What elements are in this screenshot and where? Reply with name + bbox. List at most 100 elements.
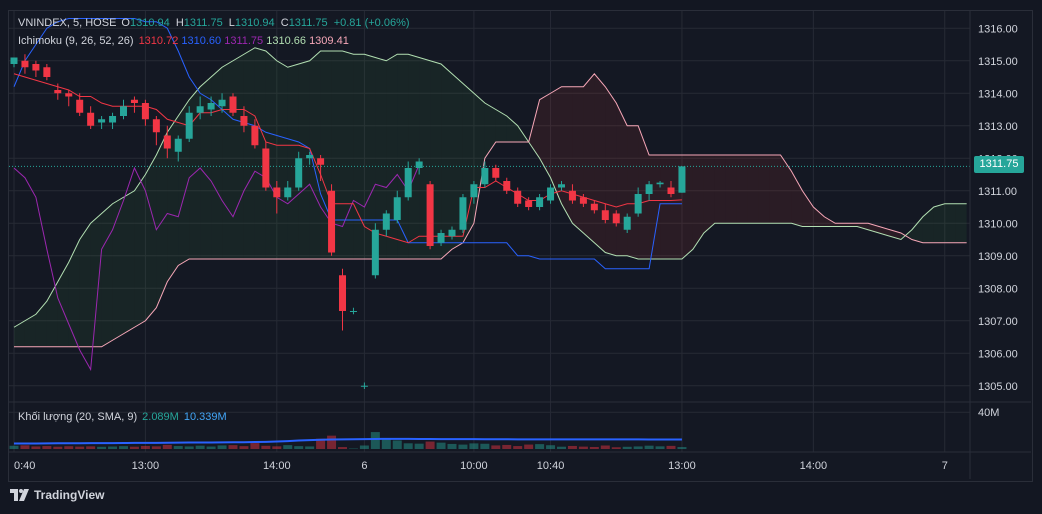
- price-tick-label: 1307.00: [978, 316, 1018, 328]
- cloud-segment: [506, 116, 518, 142]
- cloud-segment: [714, 155, 726, 224]
- volume-bar: [294, 446, 304, 449]
- close-label: C: [280, 17, 289, 29]
- volume-legend: Khối lượng (20, SMA, 9) 2.089M 10.339M: [18, 411, 227, 423]
- volume-bar: [283, 445, 293, 449]
- cloud-segment: [572, 86, 584, 233]
- cloud-segment: [200, 77, 212, 259]
- cloud-segment: [692, 155, 704, 250]
- low-label: L: [228, 17, 235, 29]
- candle-up: [174, 138, 182, 152]
- candle-up: [470, 184, 478, 198]
- candle-up: [306, 155, 314, 159]
- volume-bar: [75, 446, 85, 449]
- candle-up: [295, 158, 303, 188]
- candle-up: [634, 194, 642, 214]
- candle-down: [87, 112, 95, 126]
- candle-up: [218, 99, 226, 107]
- price-tick-label: 1315.00: [978, 56, 1018, 68]
- time-tick-label: 10:00: [460, 460, 488, 472]
- candle-down: [240, 116, 248, 126]
- candle-up: [360, 385, 368, 387]
- volume-bar: [567, 445, 577, 449]
- candle-down: [568, 190, 576, 201]
- candle-up: [448, 229, 456, 237]
- candles: [10, 54, 686, 389]
- close-value: 1311.75: [288, 17, 328, 29]
- cloud-segment: [780, 155, 792, 224]
- cloud-segment: [243, 47, 255, 259]
- change-value: +0.81 (+0.06%): [333, 17, 410, 29]
- symbol-label[interactable]: VNINDEX, 5, HOSE: [18, 17, 117, 29]
- volume-bar: [359, 445, 369, 449]
- candle-up: [404, 168, 412, 198]
- price-tick-label: 1308.00: [978, 283, 1018, 295]
- candle-down: [21, 60, 29, 68]
- volume-tick-label: 40M: [978, 407, 999, 419]
- candle-up: [678, 166, 686, 193]
- volume-bar: [666, 445, 676, 449]
- candle-down: [65, 93, 73, 97]
- time-tick-label: 13:00: [668, 460, 696, 472]
- candle-up: [98, 119, 106, 123]
- candle-down: [503, 181, 511, 191]
- candle-up: [196, 106, 204, 113]
- cloud-segment: [364, 54, 376, 259]
- volume-bar: [535, 444, 545, 449]
- cloud-segment: [890, 229, 901, 240]
- volume-bar: [513, 446, 523, 449]
- volume-bar: [436, 442, 446, 449]
- leading-span-b-line: [14, 72, 967, 348]
- cloud-segment: [287, 64, 299, 259]
- volume-name[interactable]: Khối lượng (20, SMA, 9): [18, 411, 138, 423]
- volume-bar: [272, 446, 282, 449]
- cloud-segment: [484, 103, 496, 159]
- leading-span-a-line: [13, 47, 967, 328]
- candle-up: [10, 57, 18, 64]
- cloud-segment: [276, 60, 288, 259]
- cloud-segment: [35, 301, 47, 347]
- candle-up: [415, 161, 423, 168]
- volume-bar: [622, 446, 632, 449]
- ichimoku-value: 1311.75: [224, 35, 267, 47]
- tradingview-logo[interactable]: TradingView: [10, 488, 104, 502]
- candle-down: [229, 96, 237, 113]
- cloud-segment: [649, 155, 661, 259]
- candle-up: [382, 213, 390, 230]
- time-tick-label: 13:00: [132, 460, 160, 472]
- cloud-segment: [769, 155, 781, 224]
- volume-bar: [108, 446, 118, 449]
- time-tick-label: 14:00: [263, 460, 291, 472]
- cloud-segment: [933, 203, 945, 243]
- candle-up: [120, 106, 127, 116]
- candle-down: [317, 158, 325, 165]
- volume-bar: [578, 446, 588, 449]
- ichimoku-value: 1310.72: [138, 35, 182, 47]
- price-tick-label: 1314.00: [978, 88, 1018, 100]
- cloud-segment: [473, 93, 485, 224]
- cloud-segment: [495, 109, 507, 142]
- volume-bar: [491, 445, 501, 449]
- cloud-segment: [824, 216, 836, 227]
- candle-up: [656, 182, 664, 185]
- cloud-segment: [298, 60, 310, 259]
- cloud-segment: [101, 203, 113, 347]
- cloud-segment: [922, 207, 934, 243]
- volume-bar: [184, 446, 194, 449]
- volume-bar: [327, 435, 337, 449]
- time-tick-label: 6: [361, 460, 367, 472]
- volume-bar: [458, 444, 468, 449]
- volume-bar: [97, 446, 107, 449]
- cloud-segment: [79, 223, 91, 347]
- cloud-segment: [57, 262, 69, 347]
- volume-bar: [611, 447, 621, 449]
- base-line: [13, 18, 682, 270]
- candle-down: [328, 190, 336, 253]
- cloud-segment: [90, 213, 102, 347]
- ichimoku-name[interactable]: Ichimoku (9, 26, 52, 26): [18, 35, 134, 47]
- last-price-tag: 1311.75: [974, 156, 1024, 173]
- candle-up: [185, 112, 193, 139]
- volume-bar: [677, 447, 687, 449]
- volume-bar: [600, 445, 610, 449]
